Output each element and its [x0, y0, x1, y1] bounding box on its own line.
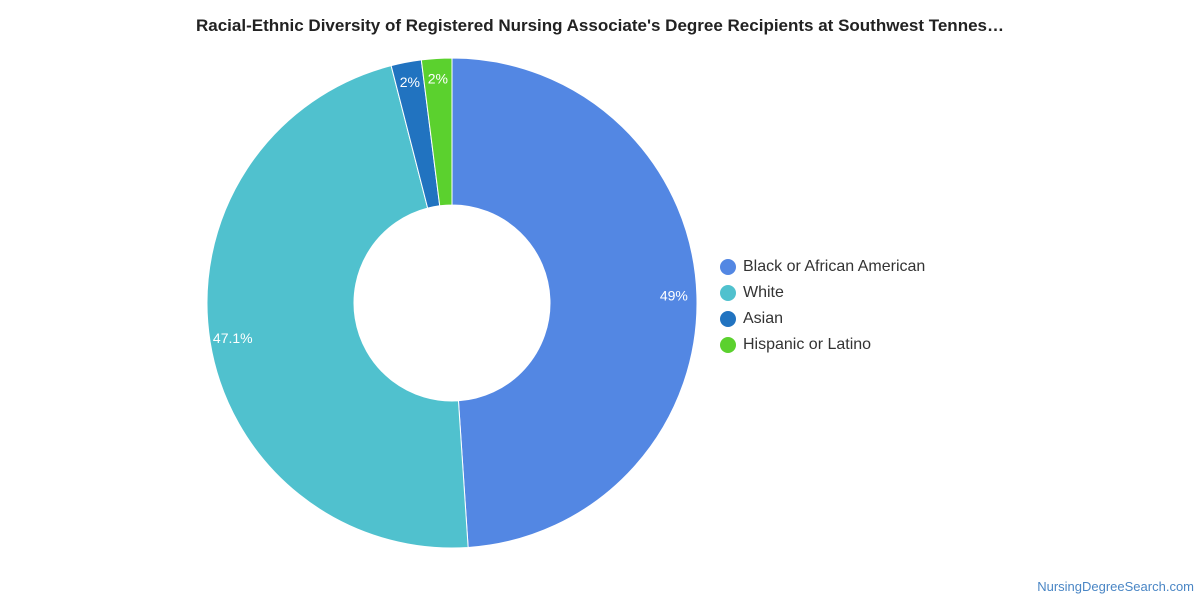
legend-swatch — [720, 285, 736, 301]
legend-item[interactable]: Hispanic or Latino — [720, 332, 925, 358]
slice-hispanic-or-latino[interactable] — [420, 57, 453, 207]
legend-item[interactable]: White — [720, 280, 925, 306]
legend-item[interactable]: Black or African American — [720, 254, 925, 280]
slice-white[interactable] — [206, 65, 469, 549]
legend-label: Hispanic or Latino — [743, 336, 872, 353]
slice-label-black-or-african-american: 49% — [660, 288, 688, 304]
legend-label: Asian — [743, 310, 784, 327]
legend-swatch — [720, 311, 736, 327]
source-credit[interactable]: NursingDegreeSearch.com — [1037, 579, 1194, 594]
legend-label: Black or African American — [743, 258, 926, 275]
legend-swatch — [720, 337, 736, 353]
slice-black-or-african-american[interactable] — [451, 57, 698, 549]
chart-legend: Black or African American White Asian Hispa… — [720, 254, 925, 358]
legend-item[interactable]: Asian — [720, 306, 925, 332]
chart-title: Racial-Ethnic Diversity of Registered Nu… — [196, 16, 1004, 35]
legend-swatch — [720, 259, 736, 275]
legend-label: White — [743, 284, 784, 301]
slice-label-white: 47.1% — [213, 330, 253, 346]
slice-label-asian: 2% — [400, 74, 420, 90]
slice-label-hispanic-or-latino: 2% — [428, 70, 448, 86]
